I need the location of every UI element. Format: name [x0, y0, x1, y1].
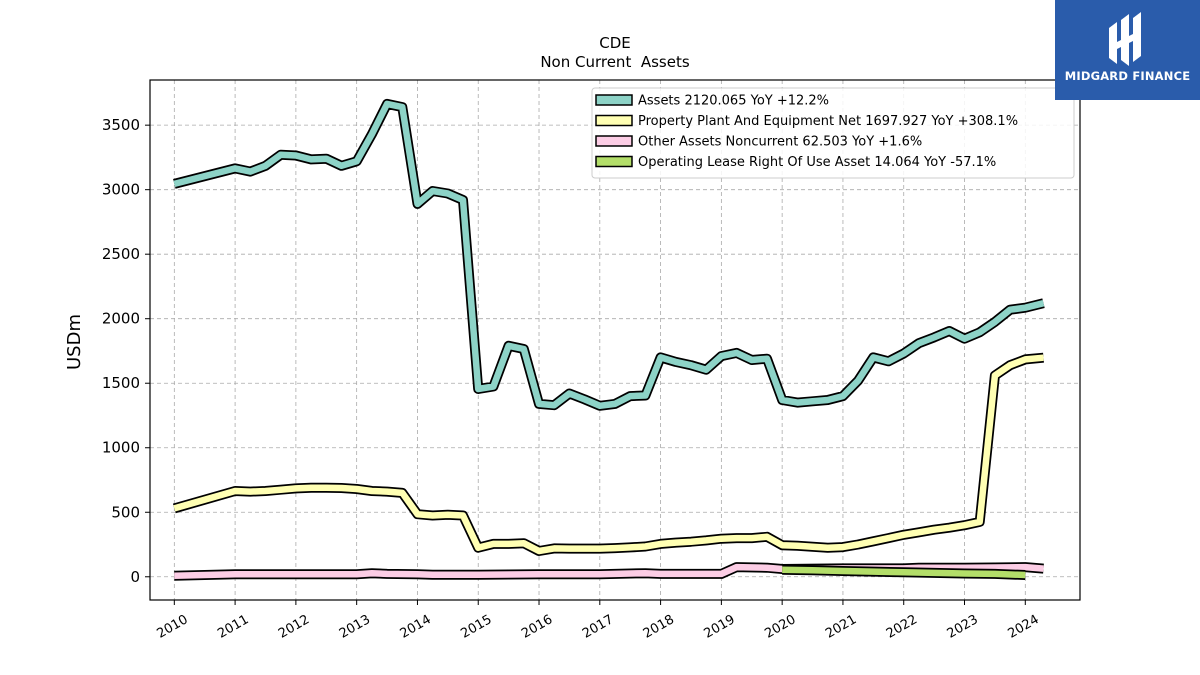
series-line-3	[782, 566, 1026, 579]
legend-swatch-0	[595, 94, 633, 106]
x-tick-label: 2019	[702, 612, 738, 642]
x-tick-label: 2021	[823, 612, 859, 642]
x-tick-label: 2016	[519, 612, 555, 642]
legend-swatch-2	[595, 135, 633, 147]
x-tick-label: 2024	[1005, 612, 1041, 642]
y-tick-label: 2000	[102, 310, 140, 328]
y-axis-label: USDm	[64, 314, 85, 370]
y-tick-label: 0	[130, 568, 140, 586]
x-tick-label: 2020	[762, 612, 798, 642]
x-tick-label: 2013	[337, 612, 373, 642]
x-tick-label: 2022	[884, 612, 920, 642]
x-tick-label: 2015	[458, 612, 494, 642]
legend-label-1: Property Plant And Equipment Net 1697.92…	[638, 114, 1018, 129]
series-line-0	[173, 100, 1045, 410]
midgard-finance-logo-icon	[1109, 12, 1141, 66]
y-tick-label: 1500	[102, 374, 140, 392]
brand-badge: MIDGARD FINANCE	[1055, 0, 1200, 100]
x-tick-label: 2018	[641, 612, 677, 642]
x-tick-label: 2012	[276, 612, 312, 642]
y-tick-label: 3000	[102, 181, 140, 199]
legend-label-2: Other Assets Noncurrent 62.503 YoY +1.6%	[638, 135, 922, 150]
y-tick-label: 3500	[102, 116, 140, 134]
legend-box	[591, 87, 1075, 179]
y-tick-label: 1000	[102, 439, 140, 457]
x-tick-label: 2010	[154, 612, 190, 642]
chart-subtitle: Non Current Assets	[540, 53, 690, 71]
x-tick-label: 2011	[215, 612, 251, 642]
legend-label-0: Assets 2120.065 YoY +12.2%	[638, 94, 829, 109]
plot-frame	[149, 79, 1081, 601]
x-tick-label: 2017	[580, 612, 616, 642]
legend-swatch-1	[595, 114, 633, 127]
series-line-outline-1	[172, 352, 1044, 556]
legend: Assets 2120.065 YoY +12.2% Property Plant…	[591, 87, 1075, 179]
y-tick-label: 500	[111, 503, 140, 521]
brand-name: MIDGARD FINANCE	[1064, 69, 1191, 83]
chart-title: CDE	[599, 34, 631, 52]
x-tick-label: 2014	[398, 612, 434, 642]
series-line-1	[173, 354, 1044, 555]
x-tick-label: 2023	[945, 612, 981, 642]
legend-swatch-3	[595, 155, 633, 168]
legend-label-3: Operating Lease Right Of Use Asset 14.06…	[638, 155, 996, 170]
y-tick-label: 2500	[102, 245, 140, 263]
series-line-2	[174, 563, 1044, 579]
